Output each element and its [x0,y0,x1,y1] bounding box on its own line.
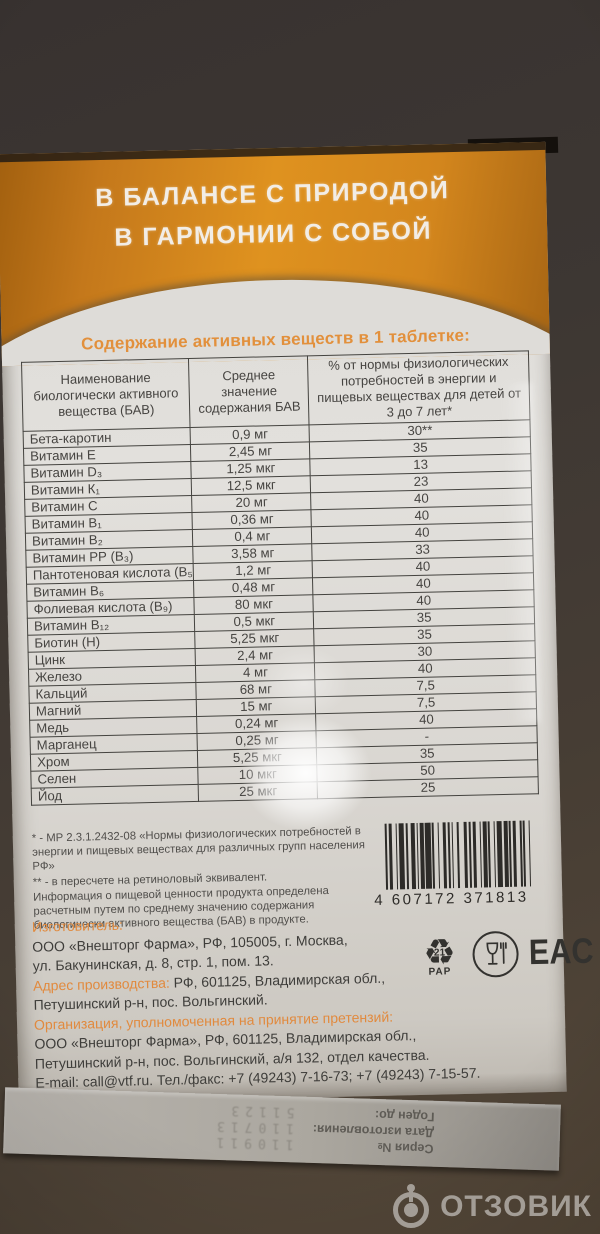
barcode-bars [371,820,552,890]
banner-slogan-line2: В ГАРМОНИИ С СОБОЙ [114,216,433,252]
watermark-text: ОТЗОВИК [440,1190,592,1223]
substance-name: Йод [31,784,199,806]
banner-slogan-line1: В БАЛАНСЕ С ПРИРОДОЙ [94,176,450,213]
batch-stamp: 110911 110713 51123 [123,1098,294,1151]
flap-labels: Серия № Дата изготовления: Годен до: [283,1104,435,1157]
substance-amount: 25 мкг [198,781,318,802]
otzovik-watermark: ОТЗОВИК [391,1184,592,1228]
footnote: * - МР 2.3.1.2432-08 «Нормы физиологичес… [31,825,366,874]
recycle-icon: ♻ 21 PAP [417,931,462,978]
certification-marks: ♻ 21 PAP EAC [417,929,594,979]
manufacturer-label: Изготовитель: [31,916,123,935]
production-address-label: Адрес производства: [32,974,170,994]
table-header-row: Наименование биологически активного веще… [21,350,530,432]
header-substance: Наименование биологически активного веще… [21,358,191,432]
header-percent-norm: % от нормы физиологических потребностей … [307,350,530,425]
substance-percent: 25 [317,776,539,799]
eac-mark: EAC [528,931,594,973]
nutrition-table: Наименование биологически активного веще… [21,350,539,806]
food-safe-icon [472,930,520,978]
production-address-line: РФ, 601125, Владимирская обл., [173,969,386,991]
barcode: 4 607172 371813 [371,820,553,909]
bottom-flap: 110911 110713 51123 Серия № Дата изготовлен… [3,1087,561,1171]
product-box: В БАЛАНСЕ С ПРИРОДОЙ В ГАРМОНИИ С СОБОЙ … [0,141,594,1105]
otzovik-logo-icon [391,1184,433,1228]
recycle-code: 21 [433,946,446,959]
header-average-content: Среднее значение содержания БАВ [188,355,310,428]
